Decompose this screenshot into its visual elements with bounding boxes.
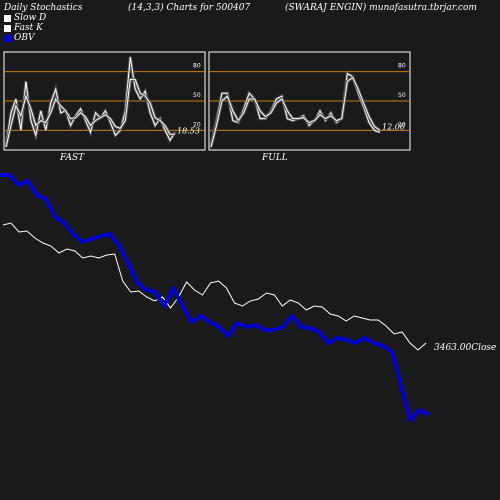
full-tick-label-80: 80 <box>398 63 406 70</box>
fast-series-slow-d <box>5 78 175 148</box>
full-tick-label-50: 50 <box>398 92 406 99</box>
full-panel-title: FULL <box>262 153 288 163</box>
fast-tick-label-20: 20 <box>193 121 201 128</box>
legend-item-obv: OBV <box>4 33 46 43</box>
full-last-value: 12.06 <box>382 122 405 131</box>
legend-label-slow-d: Slow D <box>14 13 47 23</box>
legend-item-slow-d: Slow D <box>4 13 46 23</box>
full-tick-label-20: 20 <box>398 121 406 128</box>
fast-last-value: 18.53 <box>177 126 200 135</box>
full-series-slow-d <box>210 76 381 148</box>
fast-panel-title: FAST <box>60 153 85 163</box>
price-obv-panel: 3463.00Close <box>0 173 496 422</box>
obv-line <box>0 173 429 422</box>
legend-label-obv: OBV <box>14 33 35 43</box>
chart-header-right: (SWARAJ ENGIN) munafasutra.tbrjar.com <box>285 3 477 13</box>
close-price-line <box>2 222 427 351</box>
legend-swatch-fast-k <box>4 24 11 32</box>
chart-header-params: (14,3,3) Charts for 500407 <box>128 3 251 13</box>
legend-label-fast-k: Fast K <box>14 23 43 33</box>
fast-tick-label-50: 50 <box>193 92 201 99</box>
legend: Slow D Fast K OBV <box>4 13 46 43</box>
legend-swatch-slow-d <box>4 14 11 22</box>
full-series-shadow-1 <box>209 75 381 148</box>
fast-panel: 20 50 80 18.53 <box>3 51 206 151</box>
legend-swatch-obv <box>4 34 11 42</box>
full-panel: 20 50 80 12.06 <box>208 51 411 151</box>
chart-header-left: Daily Stochastics <box>4 3 83 13</box>
legend-item-fast-k: Fast K <box>4 23 46 33</box>
close-price-label: 3463.00Close <box>434 343 496 353</box>
fast-tick-label-80: 80 <box>193 63 201 70</box>
